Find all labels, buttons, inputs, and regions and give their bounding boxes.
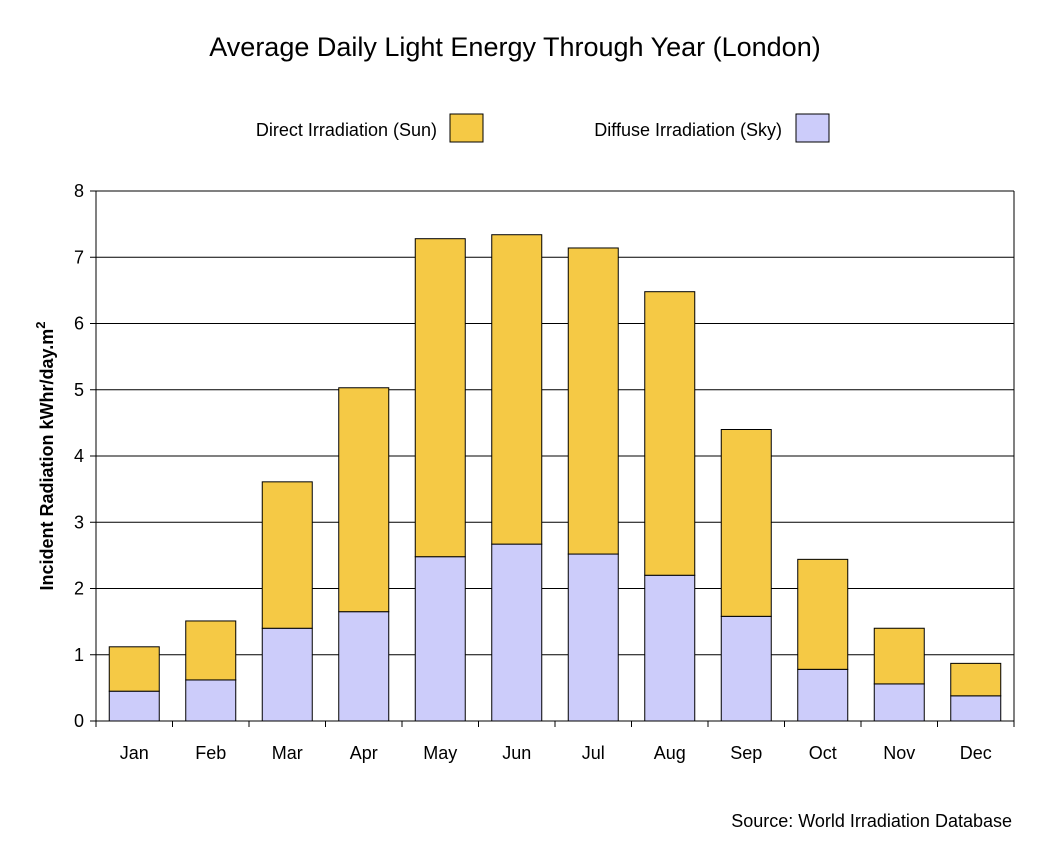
x-tick-label-dec: Dec: [960, 743, 992, 763]
y-tick-label-1: 1: [74, 645, 84, 665]
bar-diffuse-oct: [797, 668, 849, 722]
bar-diffuse-jul: [567, 553, 619, 722]
bar-diffuse-dec: [950, 695, 1002, 722]
x-tick-label-oct: Oct: [809, 743, 837, 763]
source-note: Source: World Irradiation Database: [731, 811, 1012, 831]
x-tick-label-nov: Nov: [883, 743, 915, 763]
x-tick-label-may: May: [423, 743, 457, 763]
bar-diffuse-jun: [491, 543, 543, 722]
bar-direct-nov: [873, 627, 925, 685]
bar-diffuse-aug: [644, 574, 696, 722]
bar-direct-jul: [567, 247, 619, 555]
x-tick-label-aug: Aug: [654, 743, 686, 763]
bar-direct-sep: [720, 429, 772, 617]
x-tick-label-feb: Feb: [195, 743, 226, 763]
y-axis-label: Incident Radiation kWhr/day.m2: [33, 322, 57, 591]
y-tick-label-4: 4: [74, 446, 84, 466]
bar-diffuse-feb: [185, 679, 237, 722]
bar-diffuse-may: [414, 556, 466, 722]
y-tick-label-2: 2: [74, 579, 84, 599]
legend-label-direct: Direct Irradiation (Sun): [256, 120, 437, 140]
bar-diffuse-nov: [873, 683, 925, 722]
bar-direct-dec: [950, 662, 1002, 697]
plot-area: 0 1 2 3 4 5 6 7 8 Jan Feb Mar Apr May Jun Jul Aug Sep Oct N…: [74, 181, 1015, 763]
bar-diffuse-sep: [720, 615, 772, 722]
bar-direct-aug: [644, 291, 696, 576]
y-tick-label-6: 6: [74, 314, 84, 334]
bar-direct-jan: [108, 646, 160, 692]
bar-direct-oct: [797, 558, 849, 670]
x-tick-label-jul: Jul: [582, 743, 605, 763]
y-tick-label-3: 3: [74, 512, 84, 532]
bar-direct-feb: [185, 620, 237, 681]
bar-direct-apr: [338, 387, 390, 613]
legend-swatch-direct: [449, 113, 484, 143]
y-tick-label-0: 0: [74, 711, 84, 731]
x-tick-label-jun: Jun: [502, 743, 531, 763]
legend: Direct Irradiation (Sun) Diffuse Irradia…: [256, 113, 830, 143]
y-axis-label-superscript: 2: [33, 322, 48, 329]
y-tick-label-5: 5: [74, 380, 84, 400]
legend-swatch-diffuse: [795, 113, 830, 143]
x-tick-label-mar: Mar: [272, 743, 303, 763]
bar-direct-mar: [261, 481, 313, 629]
bar-diffuse-apr: [338, 611, 390, 722]
bar-direct-may: [414, 238, 466, 558]
y-tick-label-8: 8: [74, 181, 84, 201]
x-tick-label-apr: Apr: [350, 743, 378, 763]
x-tick-label-jan: Jan: [120, 743, 149, 763]
bar-direct-jun: [491, 234, 543, 545]
x-tick-label-sep: Sep: [730, 743, 762, 763]
legend-label-diffuse: Diffuse Irradiation (Sky): [594, 120, 782, 140]
bar-diffuse-jan: [108, 690, 160, 722]
bar-diffuse-mar: [261, 627, 313, 722]
y-tick-label-7: 7: [74, 247, 84, 267]
chart-title: Average Daily Light Energy Through Year …: [209, 32, 820, 62]
y-axis-label-main: Incident Radiation kWhr/day.m: [37, 329, 57, 591]
